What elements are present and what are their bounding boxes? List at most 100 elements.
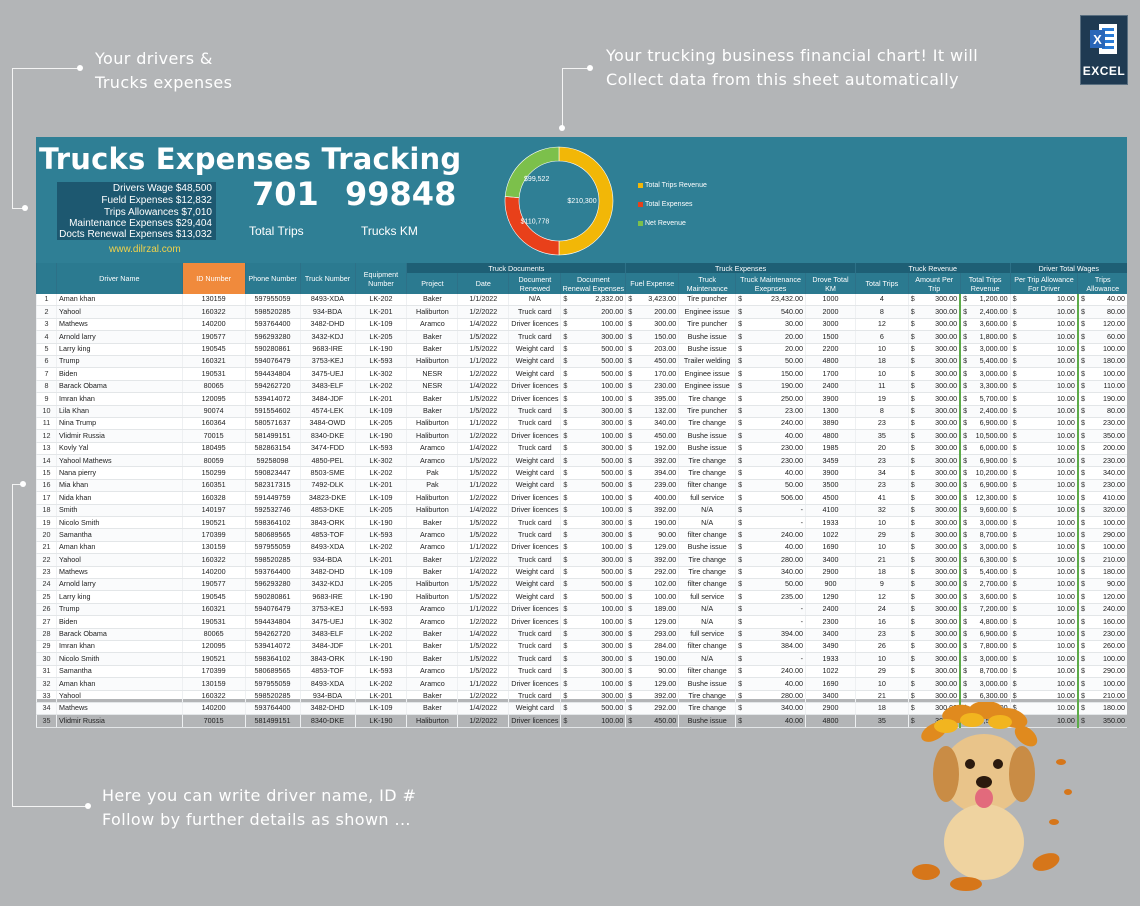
trips-allowance-cell[interactable]: $90.00 (1076, 578, 1127, 592)
truck-maintenance-cell[interactable]: filter change (678, 640, 736, 654)
per-trip-allowance-cell[interactable]: $10.00 (1009, 367, 1078, 381)
row-number[interactable]: 21 (36, 541, 57, 555)
document-renewal-expenses-cell[interactable]: $500.00 (560, 566, 626, 580)
truck-number-cell[interactable]: 8493-XDA (299, 294, 355, 307)
per-trip-allowance-cell[interactable]: $10.00 (1009, 652, 1078, 666)
truck-maintenance-cell[interactable]: Bushe issue (678, 714, 736, 728)
project-cell[interactable]: Baker (406, 640, 458, 654)
driver-name-cell[interactable]: Mathews (55, 566, 183, 580)
total-trips-revenue-cell[interactable]: $3,000.00 (959, 541, 1011, 555)
id-number-cell[interactable]: 80059 (181, 454, 246, 468)
maintenance-expenses-cell[interactable]: $506.00 (735, 491, 806, 505)
phone-number-cell[interactable]: 598364102 (244, 516, 301, 530)
trips-allowance-cell[interactable]: $290.00 (1076, 528, 1127, 542)
document-renewed-cell[interactable]: Weight card (508, 590, 561, 604)
truck-maintenance-cell[interactable]: Bushe issue (678, 330, 736, 344)
total-trips-cell[interactable]: 29 (854, 528, 909, 542)
id-number-cell[interactable]: 190521 (181, 516, 246, 530)
document-renewed-cell[interactable]: Driver licences (508, 603, 561, 617)
truck-maintenance-cell[interactable]: Tire change (678, 454, 736, 468)
phone-number-cell[interactable]: 596293280 (244, 578, 301, 592)
drove-total-km-cell[interactable]: 3900 (805, 466, 856, 480)
maintenance-expenses-cell[interactable]: $40.00 (735, 541, 806, 555)
total-trips-cell[interactable]: 8 (854, 405, 909, 418)
truck-maintenance-cell[interactable]: Tire change (678, 392, 736, 406)
maintenance-expenses-cell[interactable]: $ - (735, 504, 806, 518)
amount-per-trip-cell[interactable]: $300.00 (907, 405, 961, 418)
truck-number-cell[interactable]: 3482-DHD (299, 318, 355, 332)
driver-name-cell[interactable]: Nina Trump (55, 417, 183, 431)
trips-allowance-cell[interactable]: $290.00 (1076, 665, 1127, 679)
document-renewal-expenses-cell[interactable]: $300.00 (560, 417, 626, 431)
equipment-number-cell[interactable]: LK-190 (354, 429, 407, 443)
truck-maintenance-cell[interactable]: filter change (678, 665, 736, 679)
driver-name-cell[interactable]: Kovly Yal (55, 442, 183, 456)
project-cell[interactable]: Pak (406, 466, 458, 480)
truck-number-cell[interactable]: 3432-KDJ (299, 330, 355, 344)
truck-number-cell[interactable]: 3483-ELF (299, 380, 355, 394)
project-cell[interactable]: Baker (406, 343, 458, 356)
fuel-expense-cell[interactable]: $3,423.00 (625, 294, 679, 307)
total-trips-revenue-cell[interactable]: $10,200.00 (959, 466, 1011, 480)
total-trips-revenue-cell[interactable]: $2,400.00 (959, 305, 1011, 319)
drove-total-km-cell[interactable]: 1700 (805, 367, 856, 381)
phone-number-cell[interactable]: 598364102 (244, 652, 301, 666)
project-cell[interactable]: Aramco (406, 528, 458, 542)
trips-allowance-cell[interactable]: $230.00 (1076, 417, 1127, 431)
document-renewal-expenses-cell[interactable]: $300.00 (560, 528, 626, 542)
equipment-number-cell[interactable]: LK-302 (354, 367, 407, 381)
row-number[interactable]: 33 (36, 690, 57, 703)
fuel-expense-cell[interactable]: $392.00 (625, 504, 679, 518)
date-cell[interactable]: 1/5/2022 (457, 330, 509, 344)
header-driver-name[interactable]: Driver Name (55, 263, 183, 294)
drove-total-km-cell[interactable]: 2400 (805, 603, 856, 617)
project-cell[interactable]: Aramco (406, 615, 458, 629)
truck-maintenance-cell[interactable]: filter change (678, 578, 736, 592)
maintenance-expenses-cell[interactable]: $280.00 (735, 553, 806, 567)
document-renewal-expenses-cell[interactable]: $500.00 (560, 454, 626, 468)
project-cell[interactable]: Baker (406, 628, 458, 641)
total-trips-cell[interactable]: 12 (854, 318, 909, 332)
driver-name-cell[interactable]: Yahool Mathews (55, 454, 183, 468)
document-renewal-expenses-cell[interactable]: $100.00 (560, 541, 626, 555)
maintenance-expenses-cell[interactable]: $240.00 (735, 417, 806, 431)
header-project[interactable]: Project (406, 273, 458, 294)
total-trips-cell[interactable]: 18 (854, 355, 909, 369)
amount-per-trip-cell[interactable]: $300.00 (907, 677, 961, 691)
maintenance-expenses-cell[interactable]: $240.00 (735, 528, 806, 542)
document-renewed-cell[interactable]: Driver licences (508, 615, 561, 629)
trips-allowance-cell[interactable]: $100.00 (1076, 367, 1127, 381)
maintenance-expenses-cell[interactable]: $40.00 (735, 677, 806, 691)
per-trip-allowance-cell[interactable]: $10.00 (1009, 294, 1078, 307)
trips-allowance-cell[interactable]: $100.00 (1076, 343, 1127, 356)
fuel-expense-cell[interactable]: $190.00 (625, 652, 679, 666)
trips-allowance-cell[interactable]: $350.00 (1076, 714, 1127, 728)
per-trip-allowance-cell[interactable]: $10.00 (1009, 566, 1078, 580)
drove-total-km-cell[interactable]: 4800 (805, 714, 856, 728)
id-number-cell[interactable]: 70015 (181, 429, 246, 443)
document-renewal-expenses-cell[interactable]: $500.00 (560, 466, 626, 480)
row-number[interactable]: 12 (36, 429, 57, 443)
trips-allowance-cell[interactable]: $200.00 (1076, 442, 1127, 456)
phone-number-cell[interactable]: 582317315 (244, 479, 301, 493)
row-number[interactable]: 1 (36, 294, 57, 307)
per-trip-allowance-cell[interactable]: $10.00 (1009, 355, 1078, 369)
equipment-number-cell[interactable]: LK-205 (354, 417, 407, 431)
phone-number-cell[interactable]: 593764400 (244, 318, 301, 332)
project-cell[interactable]: Baker (406, 652, 458, 666)
document-renewal-expenses-cell[interactable]: $500.00 (560, 343, 626, 356)
document-renewal-expenses-cell[interactable]: $100.00 (560, 491, 626, 505)
amount-per-trip-cell[interactable]: $300.00 (907, 318, 961, 332)
drove-total-km-cell[interactable]: 4800 (805, 429, 856, 443)
phone-number-cell[interactable]: 582863154 (244, 442, 301, 456)
phone-number-cell[interactable]: 598520285 (244, 305, 301, 319)
equipment-number-cell[interactable]: LK-109 (354, 566, 407, 580)
amount-per-trip-cell[interactable]: $300.00 (907, 528, 961, 542)
document-renewal-expenses-cell[interactable]: $100.00 (560, 392, 626, 406)
trips-allowance-cell[interactable]: $230.00 (1076, 454, 1127, 468)
total-trips-cell[interactable]: 10 (854, 652, 909, 666)
row-number[interactable]: 8 (36, 380, 57, 394)
fuel-expense-cell[interactable]: $292.00 (625, 702, 679, 716)
project-cell[interactable]: Baker (406, 392, 458, 406)
per-trip-allowance-cell[interactable]: $10.00 (1009, 665, 1078, 679)
